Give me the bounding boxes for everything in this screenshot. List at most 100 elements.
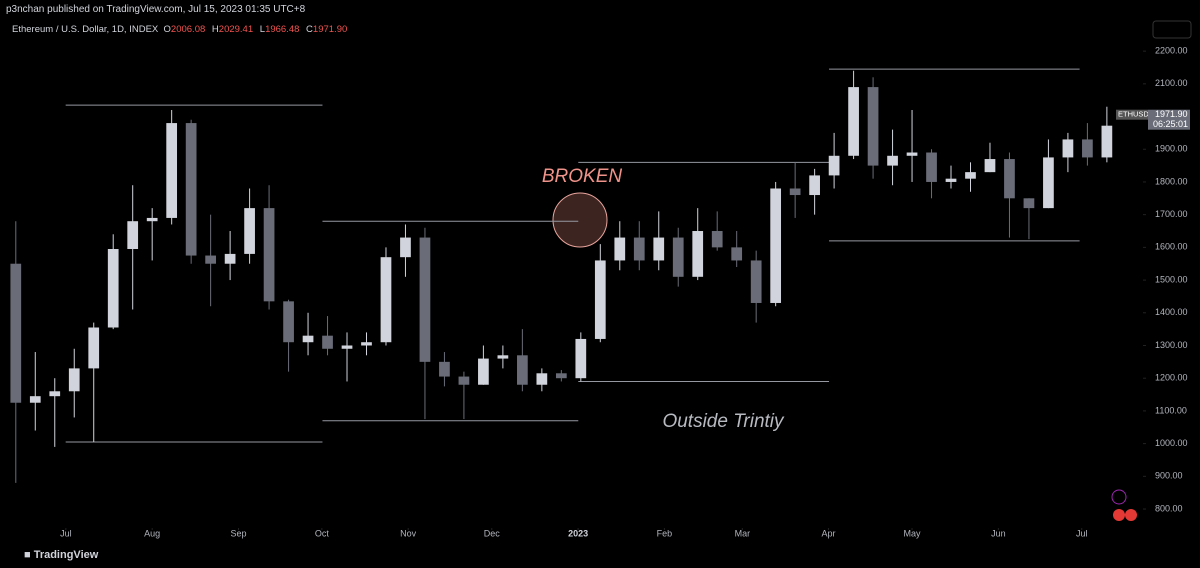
- x-tick-label: Aug: [144, 528, 160, 538]
- candle-body: [322, 335, 333, 349]
- candle-body: [68, 368, 80, 392]
- last-price-label: 1971.90: [1155, 109, 1188, 119]
- candle-body: [107, 249, 119, 328]
- candle-body: [828, 155, 840, 176]
- candle-body: [439, 361, 450, 377]
- x-tick-label: Apr: [821, 528, 835, 538]
- candle-body: [205, 255, 216, 264]
- candle-body: [88, 327, 100, 369]
- candle-body: [283, 301, 294, 343]
- candle-body: [185, 123, 197, 256]
- candle-body: [497, 355, 509, 359]
- y-tick-label: 2200.00: [1155, 45, 1188, 55]
- candle-body: [984, 159, 996, 173]
- candle-body: [49, 391, 61, 397]
- chart: BROKEN Outside Trintiy 800.00 900.00 1000.…: [10, 20, 1192, 538]
- candle-body: [750, 260, 762, 303]
- candle-body: [341, 345, 353, 349]
- candle-body: [965, 172, 976, 179]
- icon[interactable]: [1113, 509, 1125, 521]
- y-tick-label: 1600.00: [1155, 242, 1188, 252]
- candle-body: [906, 152, 918, 156]
- ohlc-value: 2029.41: [218, 24, 254, 35]
- candle-body: [400, 237, 411, 258]
- candle-body: [380, 257, 392, 343]
- x-tick-label: Sep: [230, 528, 246, 538]
- ohlc-value: 2006.08: [170, 24, 206, 35]
- ohlc-value: 1971.90: [312, 24, 348, 35]
- candle-body: [361, 342, 372, 346]
- candle-body: [1062, 139, 1074, 158]
- price-tag: [1148, 109, 1190, 130]
- candle-body: [244, 208, 255, 254]
- countdown-label: 06:25:01: [1153, 119, 1188, 129]
- x-tick-label: Nov: [400, 528, 417, 538]
- candle-body: [614, 237, 626, 261]
- button[interactable]: [1152, 20, 1192, 39]
- x-tick-label: Feb: [657, 528, 673, 538]
- x-tick-label: Jul: [1076, 528, 1088, 538]
- icon[interactable]: [1111, 489, 1127, 505]
- icon[interactable]: [1125, 509, 1137, 521]
- x-tick-label: Jun: [991, 528, 1006, 538]
- candle-body: [166, 123, 178, 218]
- candle-body: [29, 396, 41, 403]
- candle-body: [458, 376, 470, 385]
- candle-body: [887, 155, 898, 166]
- candle-body: [789, 188, 801, 196]
- candle-body: [867, 87, 879, 166]
- y-tick-label: 1200.00: [1155, 373, 1188, 383]
- x-tick-label: 2023: [568, 528, 588, 538]
- candle-body: [302, 335, 314, 343]
- candle-body: [731, 247, 743, 261]
- y-tick-label: 2100.00: [1155, 78, 1188, 88]
- candle-body: [1082, 139, 1093, 158]
- y-tick-label: 1500.00: [1155, 274, 1188, 284]
- highlight-circle: [552, 192, 608, 248]
- y-tick-label: 1700.00: [1155, 209, 1188, 219]
- ticker-label: ETHUSD: [1118, 110, 1149, 119]
- y-tick-label: 1800.00: [1155, 176, 1188, 186]
- candle-body: [517, 355, 528, 385]
- y-tick-label: 900.00: [1155, 471, 1183, 481]
- y-tick-label: 1400.00: [1155, 307, 1188, 317]
- candle-body: [711, 231, 723, 248]
- y-tick-label: 1100.00: [1155, 405, 1187, 415]
- candle-body: [1023, 198, 1035, 209]
- candle-body: [575, 338, 587, 379]
- candle-body: [536, 373, 548, 385]
- candle-body: [945, 178, 957, 182]
- x-tick-label: May: [904, 528, 922, 538]
- candle-body: [419, 237, 431, 362]
- x-tick-label: Dec: [484, 528, 501, 538]
- symbol-title: Ethereum / U.S. Dollar, 1D, INDEX: [12, 24, 159, 35]
- annotation: BROKEN: [542, 166, 623, 187]
- candle-body: [127, 221, 139, 250]
- candle-body: [653, 237, 665, 261]
- y-tick-label: 1900.00: [1155, 144, 1188, 154]
- ohlc-key: C: [306, 24, 313, 35]
- y-tick-label: 1000.00: [1155, 438, 1188, 448]
- candle-body: [926, 152, 937, 182]
- ohlc-key: H: [211, 24, 219, 35]
- price-tag: [1116, 109, 1148, 120]
- candle-body: [555, 373, 567, 379]
- candle-body: [809, 175, 820, 196]
- candle-body: [770, 188, 782, 303]
- publish-line: p3nchan published on TradingView.com, Ju…: [6, 4, 306, 15]
- x-tick-label: Oct: [315, 528, 330, 538]
- candle-body: [224, 253, 236, 264]
- brand: ■ TradingView: [24, 549, 99, 561]
- candle-body: [594, 260, 606, 339]
- annotation: Outside Trintiy: [662, 411, 785, 432]
- x-tick-label: Mar: [735, 528, 751, 538]
- candle-body: [692, 231, 704, 277]
- candle-body: [10, 263, 22, 403]
- candle-body: [1101, 125, 1113, 158]
- y-tick-label: 800.00: [1155, 503, 1183, 513]
- candle-body: [672, 237, 684, 277]
- candle-body: [146, 217, 158, 222]
- symbol-legend: Ethereum / U.S. Dollar, 1D, INDEX O2006.…: [12, 24, 351, 35]
- ohlc-key: L: [259, 24, 266, 35]
